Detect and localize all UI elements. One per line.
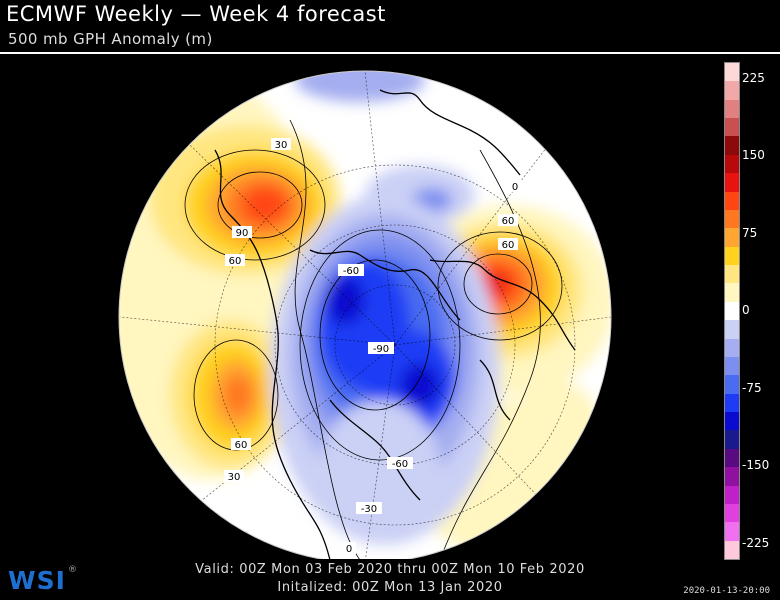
- map-subtitle: 500 mb GPH Anomaly (m): [8, 30, 213, 48]
- svg-text:0: 0: [512, 182, 518, 193]
- svg-text:60: 60: [229, 256, 242, 267]
- contour-label: -30: [356, 502, 382, 515]
- colorbar-segment: [725, 301, 739, 321]
- coastlines: [214, 89, 576, 559]
- colorbar-segment: [725, 191, 739, 211]
- colorbar-segment: [725, 485, 739, 505]
- anomaly-field: [119, 71, 611, 559]
- contour-label: 60: [231, 438, 251, 451]
- colorbar-segment: [725, 430, 739, 450]
- colorbar-tick-label: 225: [742, 70, 765, 85]
- colorbar-tick-label: -150: [742, 458, 770, 472]
- colorbar-segment: [725, 136, 739, 156]
- svg-text:60: 60: [502, 240, 515, 251]
- svg-text:60: 60: [235, 440, 248, 451]
- colorbar-segment: [725, 393, 739, 413]
- contour-label-layer: 30 90 60 -60 60 60 -90 60 30 -60 -30 0 0: [224, 138, 522, 555]
- contour-label: 30: [224, 470, 244, 483]
- colorbar: [724, 62, 740, 560]
- contour-label: 0: [342, 542, 356, 555]
- colorbar-segment: [725, 283, 739, 303]
- svg-text:-60: -60: [392, 459, 408, 470]
- colorbar-segment: [725, 63, 739, 82]
- svg-text:-90: -90: [373, 344, 389, 355]
- colorbar-segment: [725, 81, 739, 101]
- colorbar-segment: [725, 540, 739, 560]
- contour-label: -90: [368, 342, 394, 355]
- contour-label: -60: [387, 457, 413, 470]
- contour-label: -60: [338, 264, 364, 277]
- svg-text:30: 30: [228, 472, 241, 483]
- contour-lines: [184, 119, 563, 559]
- colorbar-segment: [725, 338, 739, 358]
- contour-label: 30: [271, 138, 291, 151]
- registered-mark: ®: [68, 565, 77, 575]
- generation-timestamp: 2020-01-13-20:00: [683, 586, 770, 596]
- colorbar-segment: [725, 320, 739, 340]
- colorbar-segment: [725, 265, 739, 284]
- colorbar-segment: [725, 467, 739, 486]
- map-boundary: [118, 70, 612, 559]
- colorbar-segment: [725, 209, 739, 229]
- svg-text:90: 90: [236, 228, 249, 239]
- colorbar-segment: [725, 228, 739, 248]
- svg-text:30: 30: [275, 140, 288, 151]
- svg-text:-60: -60: [343, 266, 359, 277]
- contour-label: 90: [232, 226, 252, 239]
- svg-text:-30: -30: [361, 504, 377, 515]
- colorbar-segment: [725, 154, 739, 174]
- colorbar-tick-label: 150: [742, 148, 765, 162]
- contour-label: 60: [498, 214, 518, 227]
- colorbar-tick-label: -225: [742, 535, 770, 550]
- colorbar-segment: [725, 356, 739, 376]
- colorbar-segment: [725, 375, 739, 395]
- colorbar-tick-label: 0: [742, 303, 750, 317]
- colorbar-segment: [725, 503, 739, 523]
- colorbar-segment: [725, 522, 739, 542]
- wsi-logo: WSI: [8, 566, 66, 595]
- svg-text:60: 60: [502, 216, 515, 227]
- svg-text:0: 0: [346, 544, 352, 555]
- colorbar-segment: [725, 246, 739, 266]
- header-divider: [0, 52, 780, 54]
- colorbar-segment: [725, 118, 739, 137]
- colorbar-tick-label: -75: [742, 380, 762, 395]
- map-title: ECMWF Weekly — Week 4 forecast: [6, 2, 386, 26]
- contour-label: 0: [508, 180, 522, 193]
- valid-period: Valid: 00Z Mon 03 Feb 2020 thru 00Z Mon …: [195, 562, 585, 577]
- colorbar-segment: [725, 412, 739, 431]
- contour-label: 60: [225, 254, 245, 267]
- contour-label: 60: [498, 238, 518, 251]
- initialized-time: Initalized: 00Z Mon 13 Jan 2020: [277, 580, 503, 595]
- colorbar-tick-label: 75: [742, 225, 758, 240]
- colorbar-segment: [725, 448, 739, 468]
- colorbar-segment: [725, 173, 739, 193]
- anomaly-map: 30 90 60 -60 60 60 -90 60 30 -60 -30 0 0: [118, 70, 612, 559]
- colorbar-segment: [725, 99, 739, 119]
